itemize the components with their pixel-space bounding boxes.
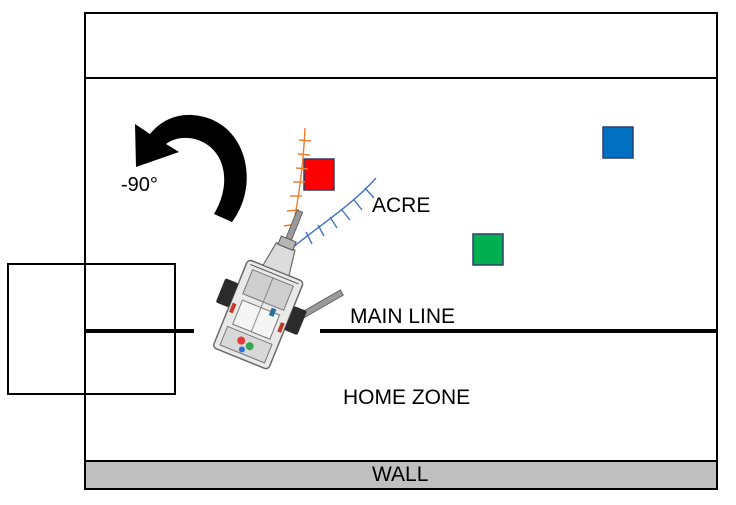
- rotation-angle-label: -90°: [121, 174, 158, 196]
- main-line-label: MAIN LINE: [350, 305, 456, 328]
- red-block: [303, 158, 335, 191]
- field-border: [84, 12, 718, 490]
- wall-strip: [84, 460, 718, 490]
- home-zone-label: HOME ZONE: [343, 386, 471, 409]
- robot-icon: [213, 209, 344, 370]
- green-block: [472, 233, 504, 266]
- acre-label: ACRE: [372, 194, 431, 217]
- blue-scan-arc: [291, 177, 377, 249]
- blue-block: [602, 126, 634, 159]
- wall-label: WALL: [372, 463, 429, 486]
- rotate-left-arrow-icon: [135, 114, 247, 222]
